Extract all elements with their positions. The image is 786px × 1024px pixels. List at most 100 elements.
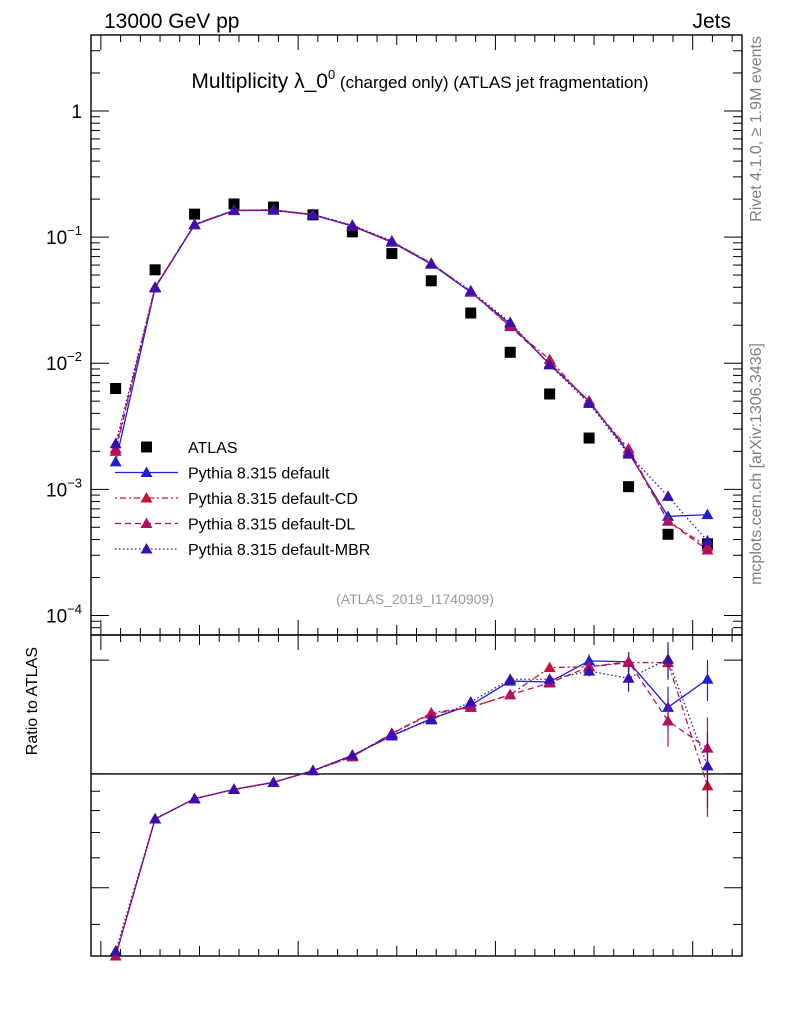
plot-title-main: Multiplicity λ_0 <box>191 70 328 93</box>
side-label-rivet: Rivet 4.1.0, ≥ 1.9M events <box>748 36 765 222</box>
atlas-data-point <box>386 248 398 260</box>
ratio-point <box>385 728 398 740</box>
ratio-point <box>583 665 596 676</box>
y-tick-label: 10−4 <box>46 601 82 627</box>
atlas-data-point <box>189 208 201 220</box>
series-point <box>228 204 241 215</box>
ratio-point <box>622 655 635 667</box>
y-tick-label-base: 10 <box>46 480 67 501</box>
series-point <box>622 448 635 459</box>
series-point <box>464 284 477 296</box>
ratio-point <box>583 654 596 666</box>
series-point <box>583 397 596 408</box>
atlas-data-point <box>425 275 437 287</box>
legend-item: Pythia 8.315 default <box>115 466 330 483</box>
legend-item: Pythia 8.315 default-CD <box>115 491 358 508</box>
ratio-point <box>346 749 359 760</box>
series-point <box>109 437 122 449</box>
legend-marker-square <box>141 441 152 453</box>
legend-label: Pythia 8.315 default-MBR <box>188 542 370 559</box>
legend-item: Pythia 8.315 default-MBR <box>115 542 370 559</box>
y-tick-label: 10−1 <box>46 223 82 249</box>
atlas-data-point <box>465 307 477 319</box>
series-point <box>109 455 122 467</box>
legend-marker-triangle <box>140 517 153 528</box>
ratio-point <box>662 653 675 664</box>
series-point <box>188 218 201 229</box>
analysis-watermark: (ATLAS_2019_I1740909) <box>336 591 494 607</box>
ratio-line <box>115 661 708 957</box>
ratio-point <box>543 673 556 684</box>
top-axes: 10−410−310−210−11 <box>46 34 742 636</box>
atlas-data-point <box>544 388 556 400</box>
y-tick-label: 10−2 <box>46 349 82 375</box>
ratio-point <box>306 764 319 776</box>
series-point <box>425 258 438 269</box>
plot-title-sup: 0 <box>328 67 335 82</box>
atlas-data-point <box>623 481 635 493</box>
ratio-point <box>188 792 201 804</box>
ratio-point <box>267 776 280 787</box>
legend-label: Pythia 8.315 default-DL <box>188 517 355 534</box>
y-tick-label-base: 1 <box>71 102 82 123</box>
top-panel: 10−410−310−210−11 Multiplicity λ_00 (cha… <box>46 34 743 636</box>
ratio-series-1 <box>115 652 714 957</box>
legend-item: ATLAS <box>141 440 238 457</box>
series-point <box>701 508 714 520</box>
legend-label: ATLAS <box>188 440 238 457</box>
series-point <box>504 316 517 328</box>
series-point <box>662 515 675 526</box>
ratio-series <box>109 642 714 961</box>
ratio-line <box>115 660 708 957</box>
ratio-panel: Ratio to ATLAS <box>24 634 743 961</box>
y-tick-label-base: 10 <box>46 606 67 627</box>
y-tick-label-exponent: −1 <box>67 223 82 238</box>
series-point <box>701 534 714 546</box>
series-point <box>701 544 714 555</box>
atlas-data-point <box>662 528 674 540</box>
ratio-point <box>701 673 714 684</box>
series-point <box>543 358 556 370</box>
series-point <box>346 219 359 230</box>
y-tick-label: 10−3 <box>46 475 82 501</box>
ratio-point <box>149 812 162 824</box>
y-tick-label: 1 <box>71 102 82 123</box>
atlas-data-point <box>504 346 516 358</box>
plot-title-rest: (charged only) (ATLAS jet fragmentation) <box>335 73 648 92</box>
legend-label: Pythia 8.315 default-CD <box>188 491 358 508</box>
series-point <box>149 281 162 292</box>
legend-marker-triangle <box>140 543 153 554</box>
ratio-point <box>109 945 122 956</box>
ratio-y-label: Ratio to ATLAS <box>24 647 41 755</box>
atlas-data-point <box>149 264 161 276</box>
ratio-point <box>701 759 714 771</box>
ratio-point <box>504 688 517 700</box>
ratio-panel-frame <box>90 634 743 957</box>
x-axis <box>100 35 733 956</box>
ratio-point <box>464 695 477 707</box>
legend-marker-triangle <box>140 466 153 477</box>
ratio-series-3 <box>109 652 714 961</box>
ratio-point <box>504 673 517 684</box>
ratio-series-4 <box>109 642 714 956</box>
series-line <box>115 209 708 542</box>
ratio-point <box>425 713 438 725</box>
ratio-series-2 <box>115 646 714 957</box>
ratio-point <box>662 715 675 726</box>
legend-label: Pythia 8.315 default <box>188 466 330 483</box>
series-point <box>385 235 398 246</box>
legend-item: Pythia 8.315 default-DL <box>115 517 355 534</box>
plot-title: Multiplicity λ_00 (charged only) (ATLAS … <box>191 67 648 93</box>
ratio-line <box>115 661 709 957</box>
legend-marker-triangle <box>140 492 153 503</box>
side-label-mcplots: mcplots.cern.ch [arXiv:1306.3436] <box>748 343 765 585</box>
series-point <box>306 208 319 219</box>
atlas-data-point <box>110 383 122 395</box>
atlas-data-point <box>583 432 595 444</box>
top-series <box>109 198 714 555</box>
ratio-line <box>115 658 709 952</box>
header-energy: 13000 GeV pp <box>104 10 239 33</box>
ratio-point <box>425 708 438 719</box>
y-tick-label-base: 10 <box>46 354 67 375</box>
